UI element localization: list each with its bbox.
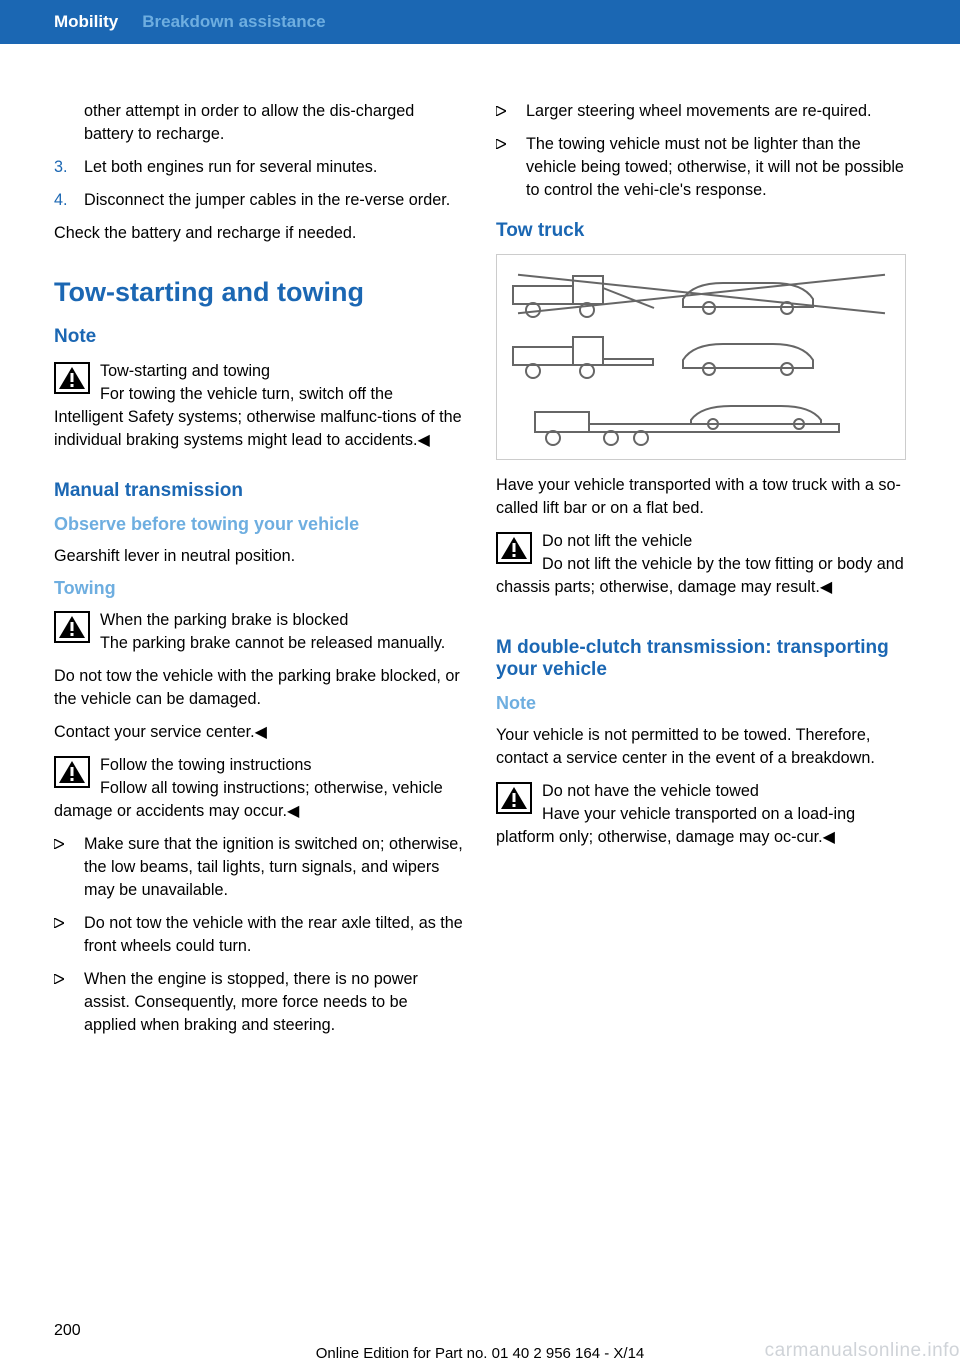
list-item-text: The towing vehicle must not be lighter t…: [526, 133, 906, 202]
tow-truck-icon: [509, 268, 659, 318]
page-header: Mobility Breakdown assistance: [0, 0, 960, 44]
warning-icon: [496, 782, 532, 814]
warning-block: When the parking brake is blocked The pa…: [54, 609, 464, 655]
tow-truck-icon: [509, 329, 659, 379]
warning-icon: [54, 362, 90, 394]
warning-icon: [496, 532, 532, 564]
header-mobility: Mobility: [54, 12, 118, 32]
body-paragraph: Gearshift lever in neutral position.: [54, 545, 464, 568]
triangle-bullet-icon: [54, 968, 84, 1037]
list-item: 4. Disconnect the jumper cables in the r…: [54, 189, 464, 212]
subheading-manual-transmission: Manual transmission: [54, 480, 464, 502]
figure-caption: Have your vehicle transported with a tow…: [496, 474, 906, 520]
body-paragraph: Contact your service center.◀: [54, 721, 464, 744]
list-item: 3. Let both engines run for several minu…: [54, 156, 464, 179]
list-item: other attempt in order to allow the dis‐…: [54, 100, 464, 146]
tow-truck-figure: [496, 254, 906, 460]
list-item-text: Do not tow the vehicle with the rear axl…: [84, 912, 464, 958]
header-breadcrumb: Breakdown assistance: [142, 12, 325, 32]
subheading-towing: Towing: [54, 578, 464, 599]
subheading-tow-truck: Tow truck: [496, 220, 906, 242]
left-column: other attempt in order to allow the dis‐…: [54, 100, 464, 1047]
warning-block: Follow the towing instructions Follow al…: [54, 754, 464, 823]
list-item-text: Larger steering wheel movements are re‐q…: [526, 100, 906, 123]
warning-title: Tow-starting and towing: [54, 360, 464, 383]
list-item: Larger steering wheel movements are re‐q…: [496, 100, 906, 123]
list-item: The towing vehicle must not be lighter t…: [496, 133, 906, 202]
list-item: When the engine is stopped, there is no …: [54, 968, 464, 1037]
warning-title: When the parking brake is blocked: [54, 609, 464, 632]
list-number: 4.: [54, 189, 84, 212]
warning-body: Follow all towing instructions; otherwis…: [54, 779, 443, 820]
triangle-bullet-icon: [496, 100, 526, 123]
bullet-list: Make sure that the ignition is switched …: [54, 833, 464, 1037]
figure-row: [509, 390, 893, 446]
body-paragraph: Your vehicle is not permitted to be towe…: [496, 724, 906, 770]
figure-row-crossed: [509, 268, 893, 318]
right-column: Larger steering wheel movements are re‐q…: [496, 100, 906, 1047]
list-item-text: Disconnect the jumper cables in the re‐v…: [84, 189, 464, 212]
list-item: Do not tow the vehicle with the rear axl…: [54, 912, 464, 958]
warning-block: Do not lift the vehicle Do not lift the …: [496, 530, 906, 599]
page-content: other attempt in order to allow the dis‐…: [0, 44, 960, 1047]
car-icon: [673, 271, 823, 315]
figure-row: [509, 329, 893, 379]
warning-body: For towing the vehicle turn, switch off …: [54, 385, 462, 449]
numbered-list: other attempt in order to allow the dis‐…: [54, 100, 464, 212]
body-paragraph: Check the battery and recharge if needed…: [54, 222, 464, 245]
subheading-mdct: M double-clutch transmission: transporti…: [496, 637, 906, 681]
subheading-note-2: Note: [496, 693, 906, 714]
warning-block: Tow-starting and towing For towing the v…: [54, 360, 464, 452]
body-paragraph: Do not tow the vehicle with the parking …: [54, 665, 464, 711]
triangle-bullet-icon: [54, 833, 84, 902]
page-number: 200: [54, 1322, 81, 1339]
list-item-text: Let both engines run for several minutes…: [84, 156, 464, 179]
page-footer: 200: [54, 1322, 906, 1340]
warning-body: Have your vehicle transported on a load‐…: [496, 805, 855, 846]
list-item-text: other attempt in order to allow the dis‐…: [84, 100, 464, 146]
car-icon: [673, 332, 823, 376]
section-title: Tow-starting and towing: [54, 277, 464, 308]
list-number: 3.: [54, 156, 84, 179]
warning-title: Follow the towing instructions: [54, 754, 464, 777]
warning-icon: [54, 756, 90, 788]
list-item-text: When the engine is stopped, there is no …: [84, 968, 464, 1037]
triangle-bullet-icon: [496, 133, 526, 202]
list-item-text: Make sure that the ignition is switched …: [84, 833, 464, 902]
watermark: carmanualsonline.info: [765, 1340, 960, 1362]
warning-title: Do not lift the vehicle: [496, 530, 906, 553]
edition-text: Online Edition for Part no. 01 40 2 956 …: [316, 1345, 645, 1362]
triangle-bullet-icon: [54, 912, 84, 958]
subheading-note: Note: [54, 326, 464, 348]
list-number: [54, 100, 84, 146]
warning-title: Do not have the vehicle towed: [496, 780, 906, 803]
bullet-list: Larger steering wheel movements are re‐q…: [496, 100, 906, 202]
warning-body: The parking brake cannot be released man…: [100, 634, 445, 652]
subheading-observe: Observe before towing your vehicle: [54, 514, 464, 535]
warning-body: Do not lift the vehicle by the tow fitti…: [496, 555, 904, 596]
warning-block: Do not have the vehicle towed Have your …: [496, 780, 906, 849]
warning-icon: [54, 611, 90, 643]
flatbed-truck-icon: [509, 390, 893, 446]
list-item: Make sure that the ignition is switched …: [54, 833, 464, 902]
